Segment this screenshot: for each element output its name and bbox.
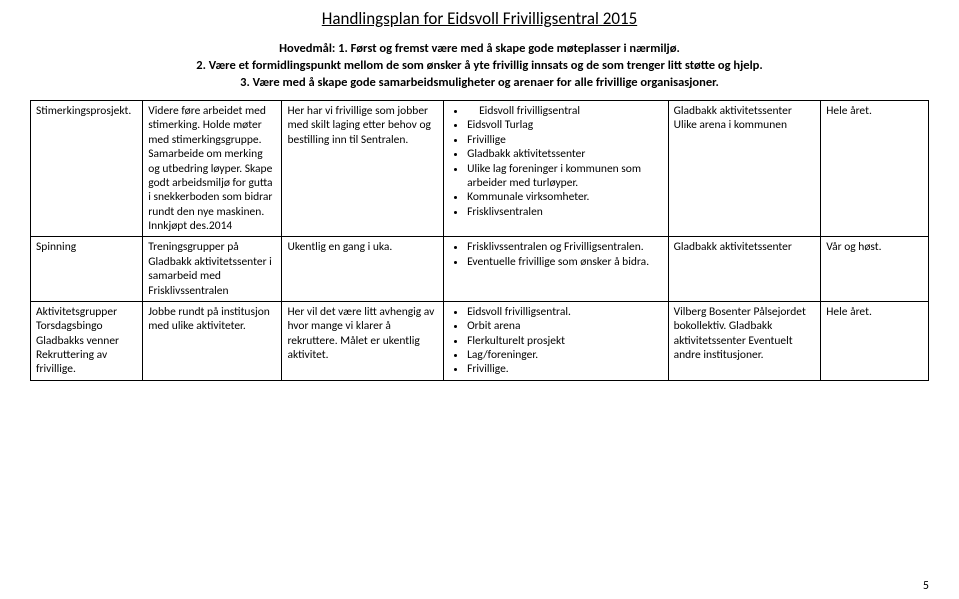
list-item: Ulike lag foreninger i kommunen som arbe… — [467, 162, 663, 191]
table-row: Aktivitetsgrupper Torsdagsbingo Gladbakk… — [31, 301, 929, 380]
bullet-list: Eidsvoll frivilligsentral.Orbit arenaFle… — [449, 305, 663, 377]
cell-col1: Stimerkingsprosjekt. — [31, 101, 143, 237]
list-item: Eidsvoll Turlag — [467, 118, 663, 132]
list-item: Frivillige — [467, 133, 663, 147]
list-item: Frisklivssentralen og Frivilligsentralen… — [467, 240, 663, 254]
list-item: Orbit arena — [467, 319, 663, 333]
cell-col1: Spinning — [31, 237, 143, 302]
cell-col4: Frisklivssentralen og Frivilligsentralen… — [444, 237, 669, 302]
plan-table: Stimerkingsprosjekt.Videre føre arbeidet… — [30, 100, 929, 381]
cell-col6: Hele året. — [821, 101, 929, 237]
cell-col4: Eidsvoll frivilligsentralEidsvoll Turlag… — [444, 101, 669, 237]
bullet-list: Frisklivssentralen og Frivilligsentralen… — [449, 240, 663, 269]
cell-col1: Aktivitetsgrupper Torsdagsbingo Gladbakk… — [31, 301, 143, 380]
cell-col4: Eidsvoll frivilligsentral.Orbit arenaFle… — [444, 301, 669, 380]
subheading-3: 3. Være med å skape gode samarbeidsmulig… — [30, 75, 929, 90]
cell-col6: Hele året. — [821, 301, 929, 380]
list-item: Lag/foreninger. — [467, 348, 663, 362]
list-item: Flerkulturelt prosjekt — [467, 334, 663, 348]
list-item: Frisklivsentralen — [467, 205, 663, 219]
table-row: SpinningTreningsgrupper på Gladbakk akti… — [31, 237, 929, 302]
cell-col3: Her har vi frivillige som jobber med ski… — [282, 101, 444, 237]
cell-col2: Treningsgrupper på Gladbakk aktivitetsse… — [143, 237, 282, 302]
list-item: Kommunale virksomheter. — [467, 190, 663, 204]
list-item: Eidsvoll frivilligsentral — [467, 104, 663, 118]
cell-col3: Ukentlig en gang i uka. — [282, 237, 444, 302]
list-item: Eventuelle frivillige som ønsker å bidra… — [467, 255, 663, 269]
page-number: 5 — [923, 579, 929, 593]
list-item: Frivillige. — [467, 362, 663, 376]
cell-col2: Jobbe rundt på institusjon med ulike akt… — [143, 301, 282, 380]
page-title: Handlingsplan for Eidsvoll Frivilligsent… — [30, 8, 929, 29]
cell-col2: Videre føre arbeidet med stimerking. Hol… — [143, 101, 282, 237]
cell-col5: Gladbakk aktivitetssenter — [668, 237, 821, 302]
list-item: Gladbakk aktivitetssenter — [467, 147, 663, 161]
subheading-1: Hovedmål: 1. Først og fremst være med å … — [30, 41, 929, 56]
cell-col5: Gladbakk aktivitetssenter Ulike arena i … — [668, 101, 821, 237]
table-row: Stimerkingsprosjekt.Videre føre arbeidet… — [31, 101, 929, 237]
cell-col5: Vilberg Bosenter Pålsejordet bokollektiv… — [668, 301, 821, 380]
subheading-2: 2. Være et formidlingspunkt mellom de so… — [30, 58, 929, 73]
cell-col6: Vår og høst. — [821, 237, 929, 302]
list-item: Eidsvoll frivilligsentral. — [467, 305, 663, 319]
bullet-list: Eidsvoll frivilligsentralEidsvoll Turlag… — [449, 104, 663, 219]
cell-col3: Her vil det være litt avhengig av hvor m… — [282, 301, 444, 380]
